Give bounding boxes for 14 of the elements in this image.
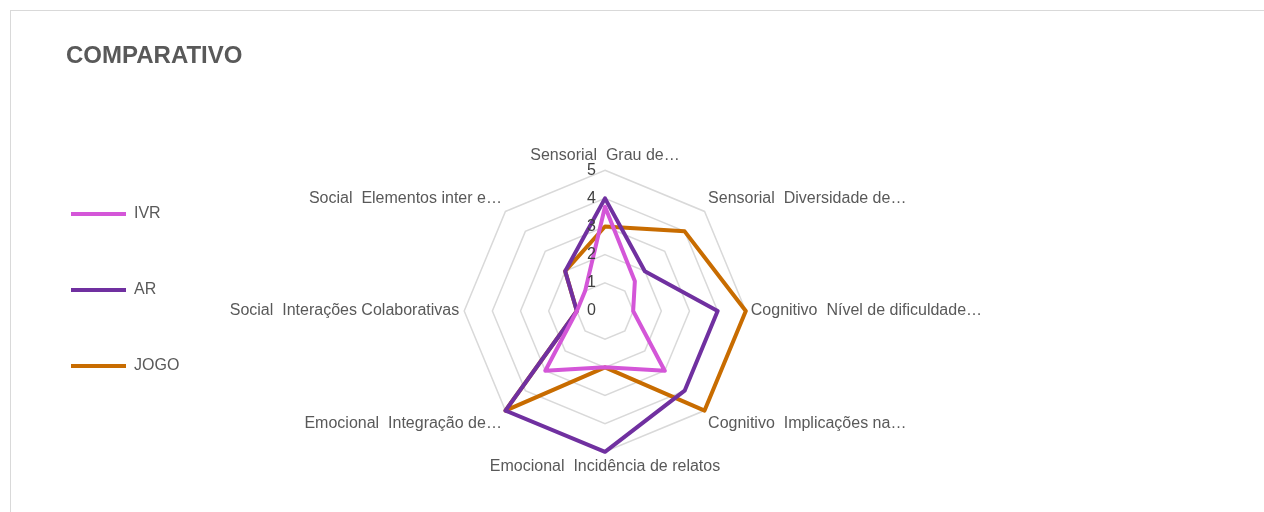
spoke-label: Emocional Incidência de relatos (489, 456, 721, 474)
spoke-label: Cognitivo Implicações na… (708, 414, 907, 432)
spoke-label: Social Interações Colaborativas (229, 301, 460, 319)
legend-label: AR (134, 280, 157, 298)
legend-label: IVR (134, 204, 161, 222)
chart-title: COMPARATIVO (66, 41, 243, 69)
y-tick-label: 0 (587, 301, 597, 319)
spoke-label: Sensorial Diversidade de… (708, 188, 907, 206)
legend-label: JOGO (134, 356, 180, 374)
spoke-label: Cognitivo Nível de dificuldade… (750, 301, 983, 319)
spoke-label: Social Elementos inter e… (308, 188, 502, 206)
spoke-label: Emocional Integração de… (304, 414, 502, 432)
y-tick-label: 1 (587, 273, 597, 291)
y-tick-label: 4 (587, 188, 597, 206)
